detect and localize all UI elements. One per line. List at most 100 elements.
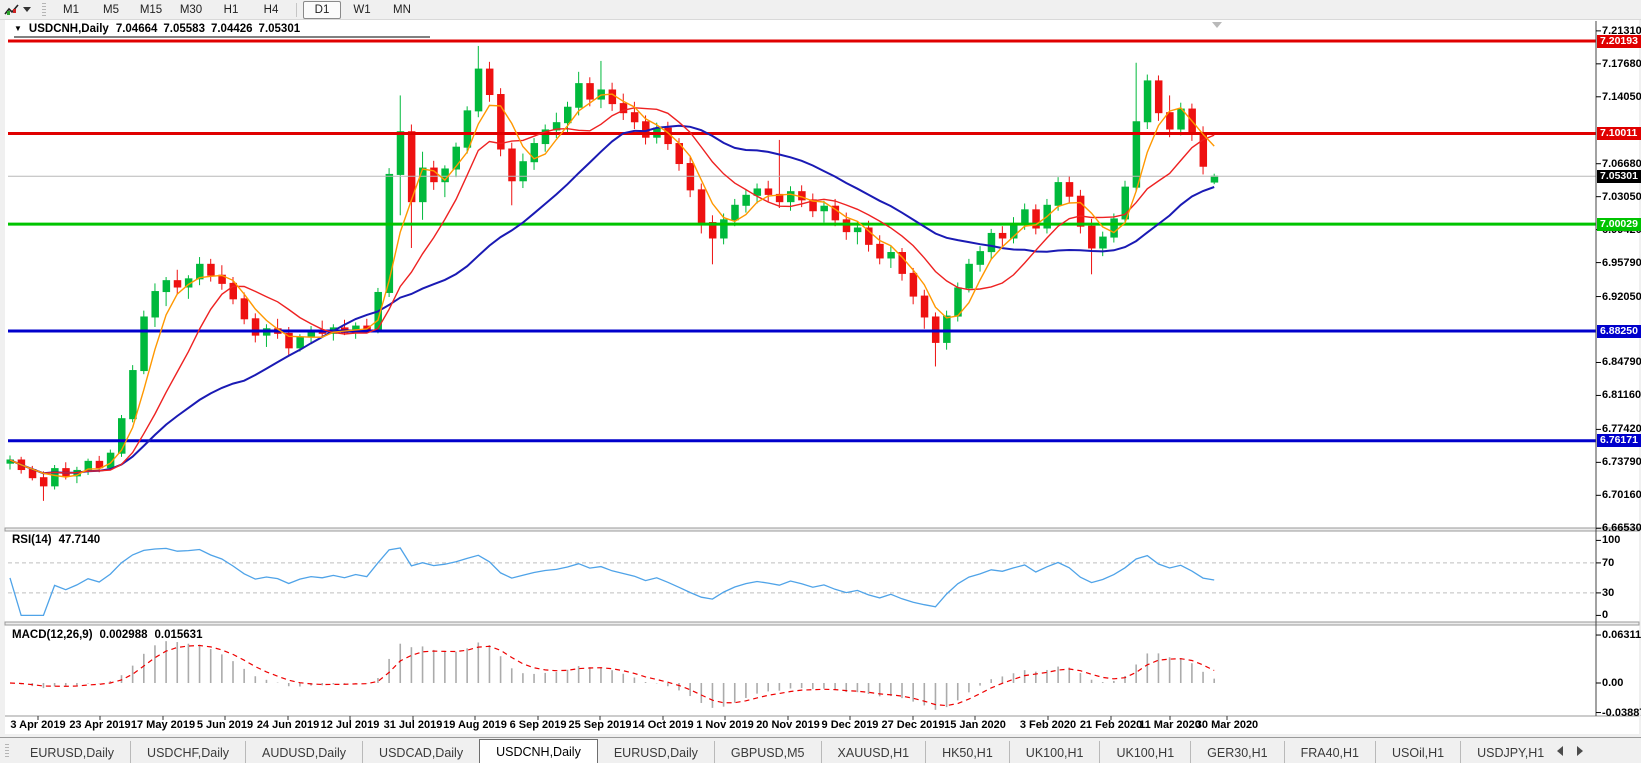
date-axis-label: 30 Mar 2020 bbox=[1195, 719, 1259, 731]
candle-body bbox=[251, 318, 260, 336]
symbol-period-label: USDCNH,Daily bbox=[28, 23, 109, 35]
timeframe-button-M5[interactable]: M5 bbox=[103, 3, 119, 16]
candle-body bbox=[564, 106, 572, 124]
level-price-box: 7.10011 bbox=[1597, 126, 1641, 140]
price-axis-tick-label: 6.92050 bbox=[1602, 290, 1641, 303]
macd-axis-tick-label: 0.063113 bbox=[1602, 629, 1641, 642]
candle-body bbox=[118, 418, 126, 454]
timeframe-toolbar: M1 M5 M15 M30 H1 H4 D1 W1 MN bbox=[0, 0, 1641, 20]
price-axis-tick-label: 6.66530 bbox=[1602, 522, 1641, 535]
candle-body bbox=[1143, 80, 1152, 123]
candle-body bbox=[285, 332, 293, 349]
candle-body bbox=[508, 148, 516, 182]
timeframe-button-MN[interactable]: MN bbox=[393, 3, 411, 16]
candle-body bbox=[229, 282, 237, 300]
level-price-box: 6.88250 bbox=[1597, 324, 1641, 338]
timeframe-button-H4[interactable]: H4 bbox=[263, 3, 279, 16]
date-axis-label: 12 Jul 2019 bbox=[320, 719, 380, 731]
date-axis-label: 5 Jun 2019 bbox=[196, 719, 254, 731]
chart-tool-dropdown-caret[interactable] bbox=[23, 7, 31, 12]
candle-body bbox=[1121, 186, 1129, 220]
candle-body bbox=[39, 477, 48, 487]
timeframe-button-M15[interactable]: M15 bbox=[139, 3, 163, 16]
symbol-tab-usdcad-daily[interactable]: USDCAD,Daily bbox=[362, 741, 479, 763]
candle-body bbox=[586, 83, 594, 100]
level-price-box: 7.20193 bbox=[1597, 34, 1641, 48]
level-price-box: 7.00029 bbox=[1597, 217, 1641, 231]
candle-body bbox=[541, 129, 550, 145]
symbol-tab-gbpusd-m5[interactable]: GBPUSD,M5 bbox=[713, 741, 821, 763]
symbol-tab-uk100-h1[interactable]: UK100,H1 bbox=[1099, 741, 1190, 763]
candle-body bbox=[106, 452, 115, 469]
pane-separator[interactable] bbox=[4, 621, 1640, 626]
candle-body bbox=[1132, 121, 1141, 188]
symbol-tab-ger30-h1[interactable]: GER30,H1 bbox=[1190, 741, 1283, 763]
candle-body bbox=[731, 204, 739, 221]
candle-body bbox=[1076, 195, 1085, 227]
symbol-tab-xauusd-h1[interactable]: XAUUSD,H1 bbox=[820, 741, 926, 763]
chart-window-bg bbox=[5, 20, 1639, 734]
symbol-tab-usoil-h1[interactable]: USOil,H1 bbox=[1374, 741, 1460, 763]
chart-cursor-icon[interactable] bbox=[3, 2, 21, 17]
symbol-tab-eurusd-daily[interactable]: EURUSD,Daily bbox=[30, 745, 115, 760]
toolbar-grip[interactable] bbox=[42, 3, 46, 16]
candle-body bbox=[1054, 182, 1063, 206]
candle-body bbox=[764, 188, 773, 195]
date-axis-label: 19 Aug 2019 bbox=[443, 719, 507, 731]
candle-body bbox=[173, 280, 182, 288]
candle-body bbox=[419, 167, 427, 203]
candle-body bbox=[965, 263, 973, 289]
symbol-tab-audusd-daily[interactable]: AUDUSD,Daily bbox=[245, 741, 362, 763]
timeframe-button-W1[interactable]: W1 bbox=[353, 3, 371, 16]
candle-body bbox=[1110, 218, 1118, 238]
candle-body bbox=[887, 252, 895, 259]
candle-body bbox=[151, 291, 159, 318]
date-axis-label: 11 Mar 2020 bbox=[1139, 719, 1201, 731]
candle-body bbox=[296, 336, 304, 349]
candle-body bbox=[853, 227, 862, 233]
pane-separator[interactable] bbox=[4, 527, 1640, 532]
symbol-tab-usdcnh-daily[interactable]: USDCNH,Daily bbox=[479, 739, 598, 763]
tab-scroll-left-icon[interactable] bbox=[1557, 746, 1563, 756]
symbol-tab-eurusd-daily[interactable]: EURUSD,Daily bbox=[613, 745, 698, 760]
candle-body bbox=[162, 280, 171, 293]
date-axis-label: 23 Apr 2019 bbox=[69, 719, 131, 731]
candle-body bbox=[497, 94, 505, 150]
price-axis-tick-label: 7.06680 bbox=[1602, 157, 1641, 170]
moving-average-line bbox=[9, 107, 1215, 475]
symbol-tab-uk100-h1[interactable]: UK100,H1 bbox=[1008, 741, 1100, 763]
candle-body bbox=[820, 205, 828, 212]
ohlc-readout: 7.04664 7.05583 7.04426 7.05301 bbox=[116, 23, 300, 35]
candle-body bbox=[140, 316, 148, 372]
symbol-tab-usdjpy-h1[interactable]: USDJPY,H1 bbox=[1460, 741, 1560, 763]
chart-title: ▼ USDCNH,Daily 7.04664 7.05583 7.04426 7… bbox=[14, 23, 300, 35]
candle-body bbox=[976, 251, 985, 265]
timeframe-button-M1[interactable]: M1 bbox=[63, 3, 79, 16]
timeframe-button-D1[interactable]: D1 bbox=[303, 0, 341, 19]
symbol-dropdown-icon[interactable]: ▼ bbox=[14, 24, 22, 33]
open-value: 7.04664 bbox=[115, 23, 158, 35]
symbol-tab-hk50-h1[interactable]: HK50,H1 bbox=[925, 741, 1009, 763]
candle-body bbox=[1099, 236, 1107, 249]
candle-body bbox=[920, 295, 929, 318]
date-axis-label: 21 Feb 2020 bbox=[1079, 719, 1143, 731]
symbol-tab-fra40-h1[interactable]: FRA40,H1 bbox=[1283, 741, 1375, 763]
timeframe-button-H1[interactable]: H1 bbox=[223, 3, 239, 16]
candle-body bbox=[1032, 209, 1040, 229]
symbol-tab-usdchf-daily[interactable]: USDCHF,Daily bbox=[130, 741, 245, 763]
price-axis-tick-label: 6.84790 bbox=[1602, 356, 1641, 369]
rsi-axis-tick-label: 30 bbox=[1602, 586, 1615, 599]
candle-body bbox=[619, 103, 628, 114]
macd-axis-tick-label: -0.038872 bbox=[1602, 706, 1641, 719]
tab-scroll-right-icon[interactable] bbox=[1577, 746, 1583, 756]
date-axis-label: 6 Sep 2019 bbox=[509, 719, 567, 731]
date-axis-label: 9 Dec 2019 bbox=[821, 719, 879, 731]
candle-body bbox=[463, 110, 472, 148]
close-value: 7.05301 bbox=[258, 23, 301, 35]
tabbar-grip[interactable] bbox=[5, 744, 9, 757]
candle-body bbox=[1166, 112, 1174, 130]
timeframe-button-M30[interactable]: M30 bbox=[179, 3, 203, 16]
candle-body bbox=[809, 199, 817, 212]
candle-body bbox=[1088, 225, 1096, 249]
